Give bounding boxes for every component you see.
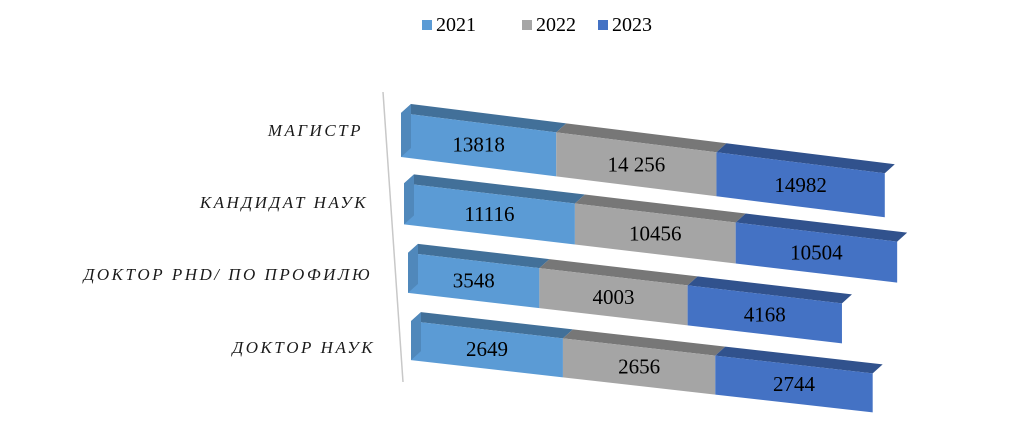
- bar-0-2: [716, 152, 885, 218]
- bars: [401, 104, 908, 413]
- bar-top-1-2: [735, 213, 908, 242]
- bar-3-2: [715, 355, 873, 413]
- bar-top-2-2: [687, 276, 852, 304]
- category-label-3: ДОКТОР НАУК: [230, 338, 375, 357]
- legend-label-2: 2023: [612, 14, 652, 36]
- value-label-2-1: 4003: [592, 285, 634, 309]
- bar-1-1: [574, 203, 736, 264]
- bar-top-2-0: [408, 243, 550, 269]
- bar-cap-0: [401, 104, 411, 157]
- value-label-3-2: 2744: [773, 372, 816, 396]
- value-label-0-2: 14982: [774, 173, 827, 197]
- value-label-0-1: 14 256: [607, 152, 665, 176]
- category-labels: МАГИСТР КАНДИДАТ НАУК ДОКТОР PHD/ ПО ПРОФИ…: [82, 121, 375, 357]
- bar-2-1: [539, 268, 688, 326]
- legend-swatch-1: [522, 20, 532, 30]
- value-label-3-1: 2656: [618, 354, 660, 378]
- legend-swatch-2: [598, 20, 608, 30]
- bar-1-0: [404, 183, 575, 245]
- value-label-0-0: 13818: [452, 133, 505, 157]
- bar-top-0-1: [556, 123, 727, 153]
- bar-top-2-1: [539, 259, 698, 286]
- bar-2-0: [408, 252, 540, 309]
- category-axis-line: [382, 91, 404, 383]
- bar-top-0-2: [716, 143, 895, 174]
- value-label-2-0: 3548: [453, 268, 495, 292]
- bar-top-0-0: [401, 104, 567, 133]
- bar-cap-2: [408, 243, 418, 293]
- value-label-1-1: 10456: [629, 222, 682, 246]
- bar-top-3-1: [562, 329, 726, 356]
- value-label-2-2: 4168: [744, 302, 786, 326]
- value-label-1-2: 10504: [790, 241, 843, 265]
- bar-top-3-0: [411, 312, 573, 339]
- bar-3-1: [562, 338, 716, 395]
- data-labels: 13818 14 256 14982 11116 10456 10504 3548 4003 4…: [452, 133, 843, 396]
- bar-0-1: [556, 132, 717, 197]
- bar-top-1-1: [574, 194, 746, 223]
- legend-label-0: 2021: [436, 14, 476, 36]
- bar-cap-3: [411, 312, 421, 361]
- bar-2-2: [687, 285, 842, 344]
- legend-swatch-0: [422, 20, 432, 30]
- bar-top-3-2: [715, 346, 883, 374]
- bar-0-0: [401, 113, 557, 177]
- category-label-0: МАГИСТР: [267, 121, 363, 140]
- category-label-2: ДОКТОР PHD/ ПО ПРОФИЛЮ: [82, 265, 372, 284]
- legend-label-1: 2022: [536, 14, 576, 36]
- value-label-1-0: 11116: [464, 202, 514, 226]
- bar-3-0: [411, 321, 563, 378]
- value-label-3-0: 2649: [466, 337, 508, 361]
- bar-1-2: [735, 222, 898, 283]
- category-label-1: КАНДИДАТ НАУК: [199, 193, 368, 212]
- bar-top-1-0: [404, 174, 585, 204]
- legend: 2021 2022 2023: [422, 14, 652, 36]
- bar-cap-1: [404, 174, 414, 225]
